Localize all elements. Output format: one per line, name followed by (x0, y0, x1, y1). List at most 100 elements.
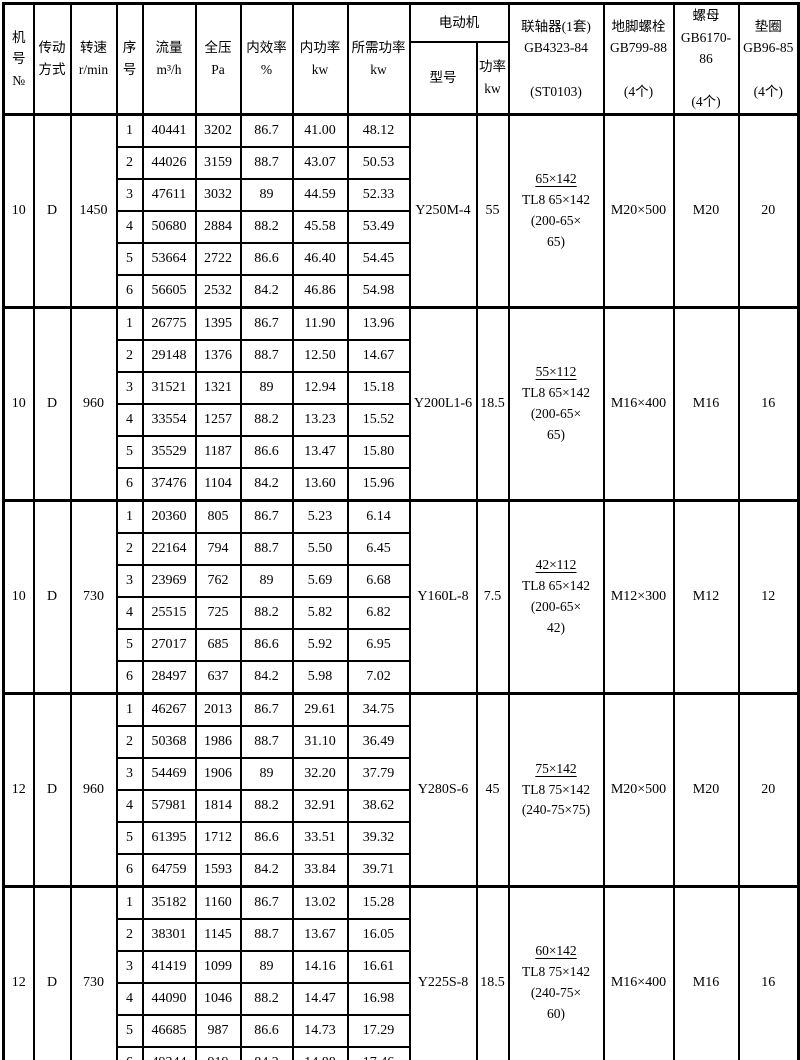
seq-cell: 3 (115, 563, 144, 598)
flow-cell: 28497 (141, 659, 197, 695)
machine-no-cell: 12 (2, 884, 35, 1060)
header-required-power: 所需功率 kw (346, 2, 411, 116)
pressure-cell: 3032 (194, 177, 242, 212)
coupling-cell: 60×142 TL8 75×142 (240-75× 60) (507, 884, 605, 1060)
required-power-cell: 36.49 (346, 724, 411, 759)
flow-cell: 27017 (141, 627, 197, 662)
seq-cell: 1 (115, 691, 144, 727)
efficiency-cell: 86.7 (239, 884, 294, 920)
internal-power-cell: 11.90 (291, 305, 349, 341)
efficiency-cell: 89 (239, 949, 294, 984)
flow-cell: 22164 (141, 531, 197, 566)
efficiency-cell: 86.7 (239, 691, 294, 727)
pressure-cell: 2532 (194, 273, 242, 309)
flow-cell: 61395 (141, 820, 197, 855)
table-row: 12 D 730 1 35182 1160 86.7 13.02 15.28 Y225S-8 18.… (2, 884, 800, 1060)
table-row: 4 33554 1257 88.2 13.23 15.52 (4, 402, 799, 437)
internal-power-cell: 29.61 (291, 691, 349, 727)
internal-power-cell: 5.69 (291, 563, 349, 598)
header-drive-mode: 传动 方式 (32, 2, 72, 116)
flow-cell: 53664 (141, 241, 197, 276)
header-machine-no: 机号 № (2, 2, 35, 116)
table-row: 10 D 960 1 26775 1395 86.7 11.90 13.96 Y200L1-6 18… (2, 305, 800, 502)
required-power-cell: 38.62 (346, 788, 411, 823)
internal-power-cell: 12.50 (291, 338, 349, 373)
header-pressure: 全压 Pa (194, 2, 242, 116)
efficiency-cell: 84.2 (239, 273, 294, 309)
flow-cell: 46267 (141, 691, 197, 727)
drive-mode-cell: D (32, 305, 72, 502)
motor-model-cell: Y250M-4 (408, 112, 478, 309)
flow-cell: 23969 (141, 563, 197, 598)
motor-power-cell: 18.5 (475, 884, 510, 1060)
table-row: 5 35529 1187 86.6 13.47 15.80 (4, 434, 799, 469)
drive-mode-cell: D (32, 498, 72, 695)
pressure-cell: 1712 (194, 820, 242, 855)
required-power-cell: 6.68 (346, 563, 411, 598)
coupling-line: 60) (547, 1005, 565, 1021)
coupling-cell: 42×112 TL8 65×142 (200-65× 42) (507, 498, 605, 695)
table-row: 5 46685 987 86.6 14.73 17.29 (4, 1013, 799, 1048)
table-row: 3 31521 1321 89 12.94 15.18 (4, 370, 799, 405)
header-row-1: 机号 № 传动 方式 转速 r/min 序 号 流量 m³/h 全压 Pa 内效… (2, 2, 800, 116)
required-power-cell: 52.33 (346, 177, 411, 212)
seq-cell: 2 (115, 338, 144, 373)
seq-cell: 3 (115, 370, 144, 405)
coupling-size: 65×142 (535, 171, 577, 187)
required-power-cell: 13.96 (346, 305, 411, 341)
required-power-cell: 15.18 (346, 370, 411, 405)
flow-cell: 50680 (141, 209, 197, 244)
pressure-cell: 1160 (194, 884, 242, 920)
washer-cell: 16 (737, 305, 800, 502)
speed-cell: 730 (69, 884, 118, 1060)
required-power-cell: 15.28 (346, 884, 411, 920)
internal-power-cell: 5.82 (291, 595, 349, 630)
seq-cell: 5 (115, 434, 144, 469)
efficiency-cell: 86.6 (239, 1013, 294, 1048)
flow-cell: 46685 (141, 1013, 197, 1048)
efficiency-cell: 89 (239, 563, 294, 598)
table-row: 6 28497 637 84.2 5.98 7.02 (4, 659, 799, 695)
drive-mode-cell: D (32, 112, 72, 309)
required-power-cell: 7.02 (346, 659, 411, 695)
seq-cell: 4 (115, 595, 144, 630)
seq-cell: 2 (115, 917, 144, 952)
internal-power-cell: 14.16 (291, 949, 349, 984)
anchor-bolt-cell: M20×500 (602, 691, 675, 888)
seq-cell: 6 (115, 659, 144, 695)
header-washer: 垫圈 GB96-85 (4个) (737, 2, 800, 116)
table-row: 6 37476 1104 84.2 13.60 15.96 (4, 466, 799, 502)
required-power-cell: 50.53 (346, 145, 411, 180)
flow-cell: 44090 (141, 981, 197, 1016)
machine-no-cell: 10 (2, 112, 35, 309)
pressure-cell: 3159 (194, 145, 242, 180)
seq-cell: 3 (115, 177, 144, 212)
table-row: 10 D 730 1 20360 805 86.7 5.23 6.14 Y160L-8 7.5 42×… (2, 498, 800, 695)
internal-power-cell: 13.02 (291, 884, 349, 920)
seq-cell: 5 (115, 241, 144, 276)
pressure-cell: 1593 (194, 852, 242, 888)
pressure-cell: 1046 (194, 981, 242, 1016)
coupling-line: 65) (547, 233, 565, 249)
flow-cell: 38301 (141, 917, 197, 952)
pressure-cell: 1321 (194, 370, 242, 405)
drive-mode-cell: D (32, 691, 72, 888)
efficiency-cell: 84.2 (239, 1045, 294, 1060)
seq-cell: 6 (115, 852, 144, 888)
seq-cell: 4 (115, 788, 144, 823)
pressure-cell: 2722 (194, 241, 242, 276)
efficiency-cell: 88.2 (239, 402, 294, 437)
pressure-cell: 762 (194, 563, 242, 598)
machine-no-cell: 12 (2, 691, 35, 888)
internal-power-cell: 32.91 (291, 788, 349, 823)
efficiency-cell: 88.7 (239, 145, 294, 180)
required-power-cell: 17.29 (346, 1013, 411, 1048)
pressure-cell: 1395 (194, 305, 242, 341)
flow-cell: 47611 (141, 177, 197, 212)
header-row-2: 型号 功率 kw (4, 41, 799, 116)
table-row: 64924491984.214.8817.46 (4, 1045, 799, 1060)
required-power-cell: 16.98 (346, 981, 411, 1016)
efficiency-cell: 84.2 (239, 466, 294, 502)
motor-power-cell: 55 (475, 112, 510, 309)
